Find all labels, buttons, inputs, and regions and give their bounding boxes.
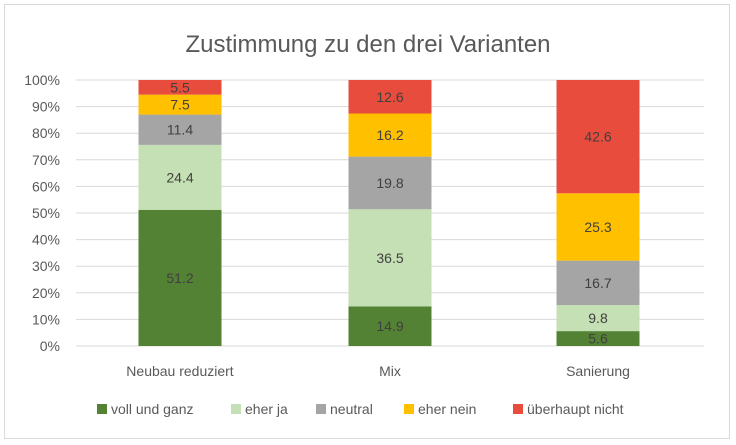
bar-segment [348,306,432,346]
bar-segment [556,305,640,332]
bar-segment [556,80,640,194]
legend-swatch [231,404,241,414]
bar-segment [348,80,432,114]
data-label: 12.6 [376,89,403,105]
legend-item: eher nein [404,401,476,417]
data-label: 19.8 [376,175,403,191]
y-tick-label: 40% [32,232,60,248]
bar-segment [138,80,222,95]
y-tick-label: 20% [32,285,60,301]
legend-label: neutral [330,401,373,417]
bar-segment [348,113,432,157]
y-tick-label: 10% [32,311,60,327]
bars: 51.2 24.4 11.4 7.5 5.5 14.9 36.5 19.8 16.2 12.6 5.… [138,79,640,347]
y-tick-label: 70% [32,152,60,168]
y-tick-label: 0% [40,338,60,354]
data-label: 51.2 [166,270,193,286]
x-axis: Neubau reduziert Mix Sanierung [126,363,630,379]
data-label: 36.5 [376,250,403,266]
data-label: 16.7 [584,275,611,291]
data-label: 16.2 [376,127,403,143]
bar-segment [138,144,222,210]
y-tick-label: 80% [32,125,60,141]
data-label: 5.5 [170,79,190,95]
data-label: 5.6 [588,331,608,347]
y-tick-label: 100% [24,72,60,88]
data-label: 25.3 [584,219,611,235]
y-tick-label: 30% [32,258,60,274]
bar-segment [138,114,222,145]
data-label: 7.5 [170,97,190,113]
bar-segment [556,193,640,261]
legend: voll und ganz eher ja neutral eher nein über… [97,401,624,417]
x-tick-label: Sanierung [566,363,630,379]
legend-item: neutral [316,401,373,417]
legend-item: voll und ganz [97,401,194,417]
bar-segment [348,209,432,307]
legend-swatch [404,404,414,414]
bar-segment [138,209,222,346]
legend-label: überhaupt nicht [527,401,624,417]
data-label: 9.8 [588,310,608,326]
legend-item: eher ja [231,401,288,417]
bar-segment [556,260,640,306]
bar-segment [138,94,222,115]
y-axis: 0% 10% 20% 30% 40% 50% 60% 70% 80% 90% 100% [24,72,60,354]
legend-label: voll und ganz [111,401,194,417]
bar-segment [556,331,640,346]
y-tick-label: 50% [32,205,60,221]
legend-item: überhaupt nicht [513,401,624,417]
legend-swatch [316,404,326,414]
legend-label: eher ja [245,401,288,417]
legend-swatch [513,404,523,414]
data-label: 14.9 [376,318,403,334]
y-tick-label: 60% [32,178,60,194]
y-tick-label: 90% [32,99,60,115]
chart-title: Zustimmung zu den drei Varianten [185,31,550,58]
x-tick-label: Neubau reduziert [126,363,234,379]
legend-label: eher nein [418,401,476,417]
data-label: 11.4 [167,122,193,138]
data-label: 42.6 [584,129,611,145]
x-tick-label: Mix [379,363,401,379]
bar-segment [348,156,432,210]
legend-swatch [97,404,107,414]
data-label: 24.4 [166,169,193,185]
